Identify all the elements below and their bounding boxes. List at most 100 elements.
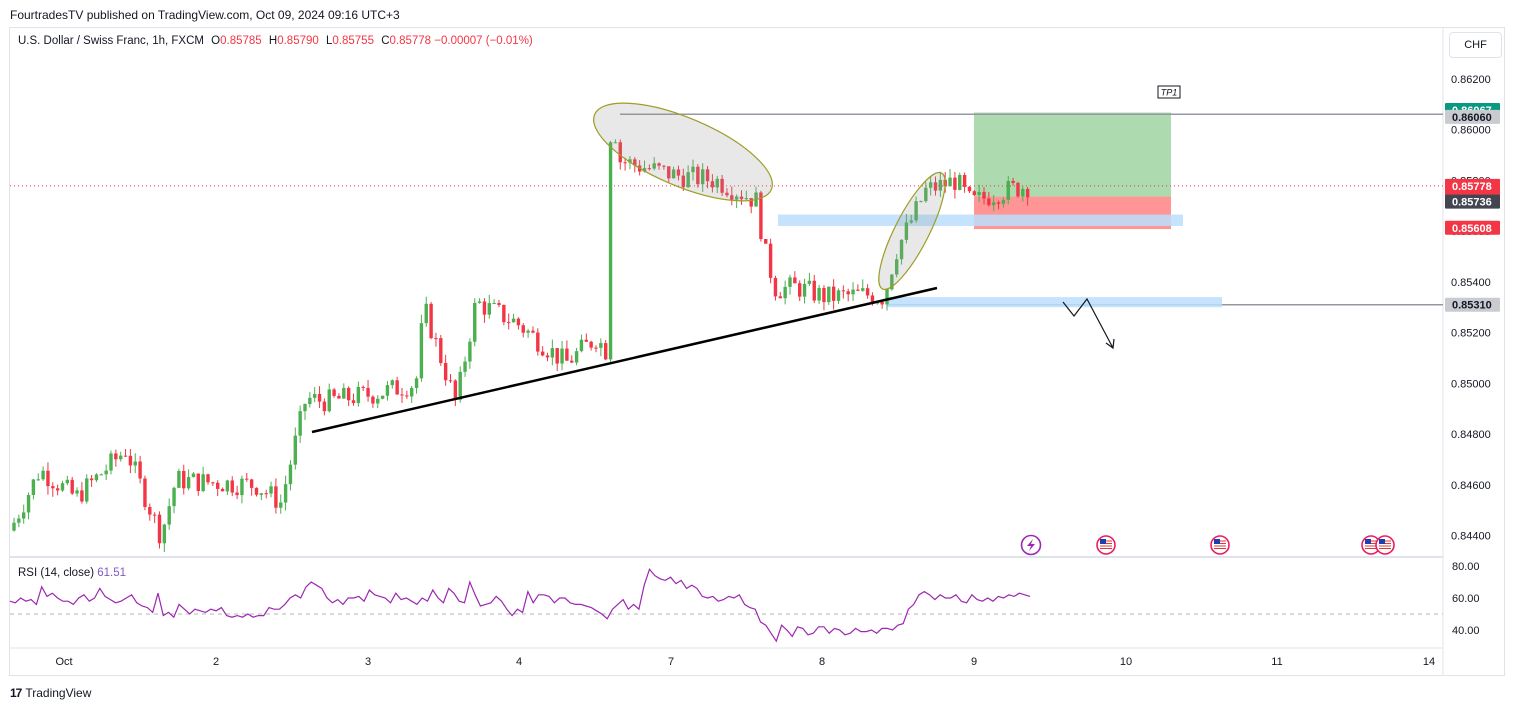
us-event-flag-icon-canton bbox=[1365, 539, 1371, 544]
candle-body bbox=[89, 478, 94, 481]
us-event-flag-icon bbox=[1375, 535, 1395, 555]
candle-body bbox=[555, 348, 559, 364]
candle-body bbox=[283, 484, 288, 503]
us-event-flag-icon-canton bbox=[1100, 539, 1106, 544]
candle-body bbox=[405, 395, 409, 397]
candle-body bbox=[346, 387, 351, 401]
candle-body bbox=[579, 339, 584, 352]
candle-body bbox=[41, 470, 45, 480]
candle-body bbox=[928, 182, 933, 188]
candles-group bbox=[12, 139, 1030, 553]
tradingview-brand[interactable]: 17 TradingView bbox=[10, 686, 91, 700]
us-event-flag-icon-canton bbox=[1379, 539, 1385, 544]
rsi-line bbox=[9, 567, 1031, 643]
candle-body bbox=[919, 201, 923, 203]
candle-body bbox=[85, 478, 89, 502]
candle-body bbox=[143, 478, 147, 507]
candle-body bbox=[497, 303, 501, 305]
candle-body bbox=[322, 401, 327, 412]
candle-body bbox=[109, 453, 113, 471]
candle-body bbox=[473, 302, 477, 342]
candle-body bbox=[119, 455, 123, 460]
candle-body bbox=[788, 277, 792, 287]
candle-body bbox=[46, 470, 50, 487]
candle-body bbox=[448, 380, 453, 382]
ascending-trendline bbox=[311, 286, 938, 434]
candle-body bbox=[856, 289, 860, 291]
candle-body bbox=[356, 386, 361, 404]
tp1-box bbox=[1157, 85, 1181, 99]
symbol-legend: U.S. Dollar / Swiss Franc, 1h, FXCM O0.8… bbox=[18, 35, 533, 47]
entry-price-badge-bg bbox=[1445, 194, 1500, 209]
candle-body bbox=[201, 474, 205, 492]
candle-body bbox=[376, 398, 380, 404]
candle-body bbox=[608, 142, 613, 360]
candle-body bbox=[186, 477, 191, 489]
candle-body bbox=[812, 280, 816, 301]
candle-body bbox=[996, 202, 1001, 204]
x-tick-label: 10 bbox=[1120, 656, 1132, 668]
x-tick-label: 11 bbox=[1271, 656, 1282, 668]
candle-body bbox=[536, 332, 540, 352]
x-tick-label: Oct bbox=[55, 656, 72, 668]
candle-body bbox=[817, 287, 821, 301]
projection-path bbox=[1062, 297, 1114, 349]
candle-body bbox=[1016, 182, 1020, 197]
candle-body bbox=[628, 159, 632, 163]
candle-body bbox=[822, 287, 826, 303]
support-price-badge-bg bbox=[1445, 297, 1500, 312]
close-label: C bbox=[381, 35, 390, 47]
candle-body bbox=[17, 518, 21, 523]
y-tick-label: 0.84600 bbox=[1451, 480, 1491, 492]
candle-body bbox=[599, 343, 603, 348]
candle-body bbox=[696, 166, 700, 185]
rsi-tick-label: 40.00 bbox=[1452, 625, 1480, 637]
candle-body bbox=[802, 283, 807, 297]
y-tick-label: 0.85200 bbox=[1451, 328, 1491, 340]
candle-body bbox=[385, 385, 390, 396]
currency-button[interactable]: CHF bbox=[1449, 32, 1502, 58]
x-tick-label: 2 bbox=[213, 656, 219, 668]
candle-body bbox=[831, 286, 836, 301]
candle-body bbox=[390, 380, 394, 386]
candle-body bbox=[681, 175, 685, 188]
x-tick-label: 9 bbox=[971, 656, 977, 668]
candle-body bbox=[206, 474, 210, 483]
us-event-flag-icon-canton bbox=[1214, 539, 1220, 544]
candle-body bbox=[99, 474, 103, 476]
candle-body bbox=[604, 343, 608, 360]
candle-body bbox=[744, 198, 749, 200]
candle-body bbox=[953, 177, 957, 190]
high-value: 0.85790 bbox=[277, 35, 319, 47]
candle-body bbox=[65, 479, 70, 484]
candle-body bbox=[701, 169, 705, 185]
candle-body bbox=[773, 277, 778, 297]
candle-body bbox=[172, 487, 176, 507]
publisher-header: FourtradesTV published on TradingView.co… bbox=[10, 8, 400, 22]
tp1-label: TP1 bbox=[1161, 88, 1178, 98]
candle-body bbox=[793, 277, 797, 284]
candle-body bbox=[502, 304, 506, 323]
candle-body bbox=[191, 473, 196, 478]
support-zone bbox=[887, 297, 1222, 308]
candle-body bbox=[948, 177, 952, 187]
candle-body bbox=[361, 386, 365, 388]
candle-body bbox=[75, 490, 79, 494]
candle-body bbox=[710, 181, 715, 188]
candle-body bbox=[55, 488, 60, 491]
candle-body bbox=[904, 222, 909, 240]
candle-body bbox=[958, 174, 962, 190]
candle-body bbox=[676, 169, 681, 176]
candle-body bbox=[31, 479, 36, 495]
candle-body bbox=[972, 191, 976, 195]
candle-body bbox=[36, 479, 40, 481]
y-tick-label: 0.86000 bbox=[1451, 125, 1491, 137]
candle-body bbox=[870, 295, 875, 304]
candle-body bbox=[443, 362, 448, 381]
candle-body bbox=[909, 220, 913, 223]
x-tick-label: 7 bbox=[668, 656, 674, 668]
candle-body bbox=[938, 179, 943, 191]
y-tick-label: 0.84400 bbox=[1451, 531, 1491, 543]
candle-body bbox=[545, 355, 550, 358]
